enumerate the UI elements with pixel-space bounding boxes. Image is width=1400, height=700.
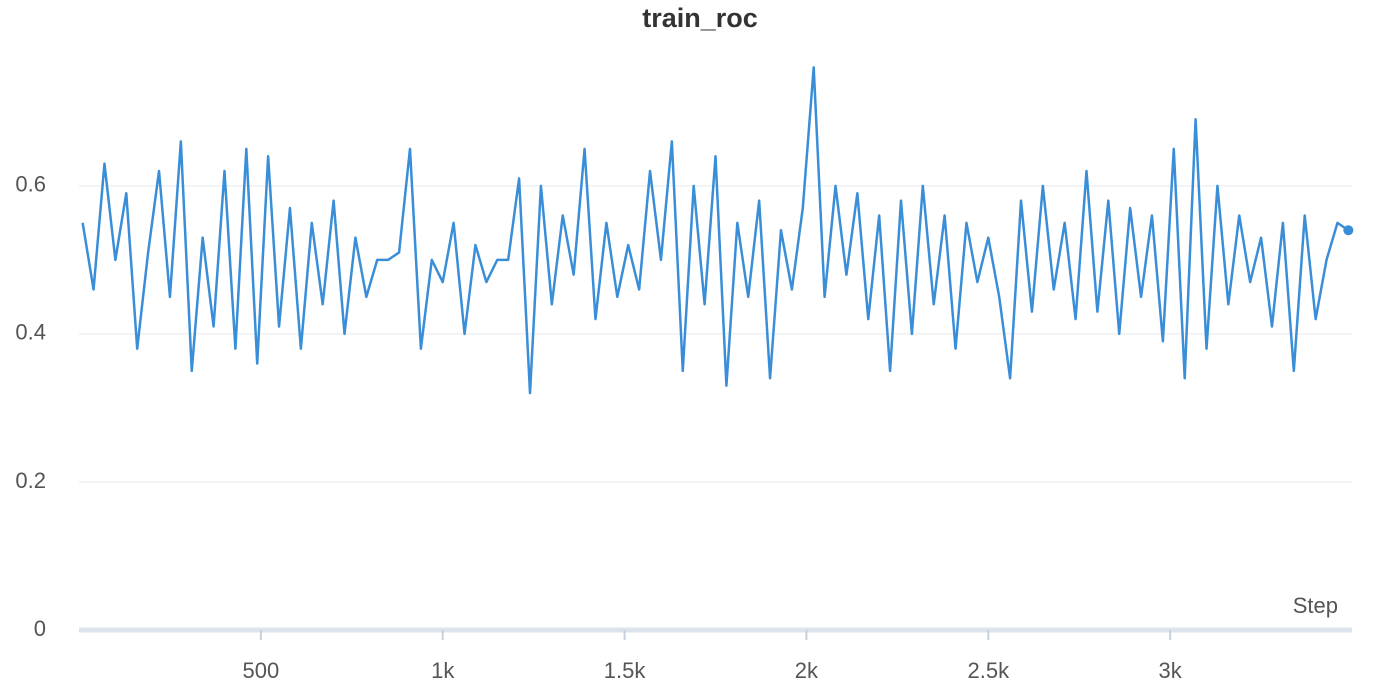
y-tick-label: 0.4 — [15, 320, 46, 345]
end-point — [1343, 225, 1354, 236]
x-tick-label: 2k — [795, 658, 819, 683]
data-line — [81, 66, 1350, 395]
x-axis-label: Step — [1293, 593, 1338, 618]
y-tick-label: 0.2 — [15, 468, 46, 493]
x-tick-label: 3k — [1159, 658, 1183, 683]
x-tick-label: 1.5k — [604, 658, 647, 683]
x-tick-label: 2.5k — [967, 658, 1010, 683]
x-tick-label: 1k — [431, 658, 455, 683]
chart-title: train_roc — [642, 3, 758, 33]
x-tick-label: 500 — [242, 658, 279, 683]
y-tick-label: 0 — [34, 616, 46, 641]
y-tick-label: 0.6 — [15, 172, 46, 197]
